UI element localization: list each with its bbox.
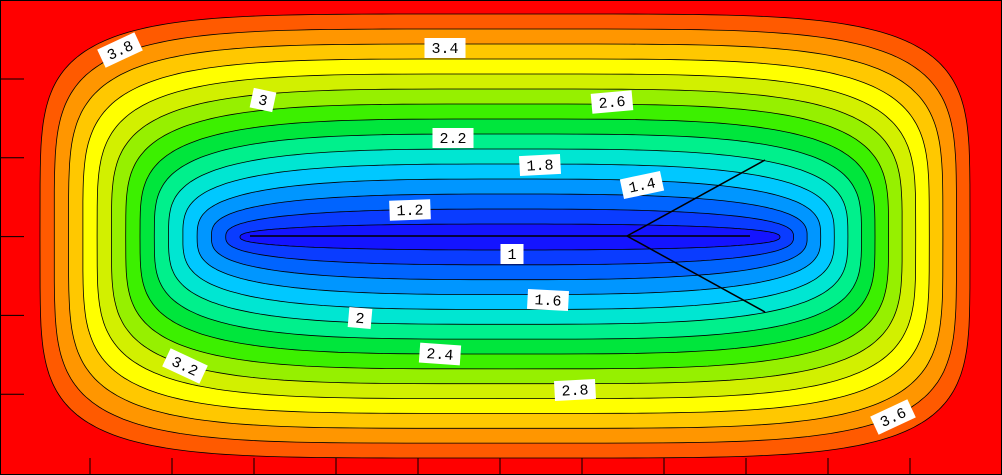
contour-label-text: 1 — [507, 247, 516, 264]
contour-labels: 11.21.41.61.822.22.42.62.833.23.43.63.8 — [97, 32, 916, 435]
contour-label-text: 2.8 — [561, 382, 589, 400]
contour-label: 3 — [249, 87, 277, 113]
axis-ticks — [0, 78, 911, 475]
label-box — [553, 378, 597, 402]
contour-label: 3.4 — [424, 38, 466, 58]
contour-label: 1.6 — [526, 288, 570, 312]
contour-label-text: 1.8 — [526, 157, 554, 175]
contour-label: 2.2 — [432, 128, 474, 148]
contour-label-text: 2.2 — [439, 131, 466, 148]
label-box — [97, 32, 143, 68]
contour-label: 1.2 — [389, 199, 431, 221]
label-box — [526, 288, 570, 312]
label-box — [619, 170, 665, 200]
geometry-lines — [250, 159, 766, 313]
contour-label: 2.6 — [590, 90, 634, 114]
arrow-line — [626, 235, 766, 313]
label-box — [500, 244, 524, 264]
contour-label-text: 2.6 — [598, 94, 626, 113]
label-box — [347, 307, 373, 329]
label-box — [418, 342, 462, 366]
contour-label: 2 — [347, 307, 373, 329]
arrow-line — [626, 159, 766, 237]
contour-label: 2.8 — [553, 378, 597, 402]
contour-label-text: 3 — [257, 92, 269, 111]
contour-label: 1 — [500, 244, 524, 264]
contour-label-text: 2.4 — [426, 346, 454, 365]
contour-label-text: 2 — [355, 311, 365, 329]
contour-level — [239, 223, 781, 251]
contour-label-text: 1.6 — [534, 292, 562, 310]
label-box — [424, 38, 466, 58]
contour-label: 2.4 — [418, 342, 462, 366]
label-box — [432, 128, 474, 148]
contour-label-text: 3.4 — [431, 41, 458, 58]
label-box — [162, 348, 208, 384]
contour-label-text: 1.2 — [396, 203, 424, 221]
label-box — [518, 153, 562, 177]
contour-label: 1.8 — [518, 153, 562, 177]
label-box — [389, 199, 431, 221]
label-box — [249, 87, 277, 113]
contour-label-text: 1.4 — [627, 175, 657, 197]
label-box — [870, 399, 916, 435]
label-box — [590, 90, 634, 114]
contour-label: 1.4 — [619, 170, 665, 200]
